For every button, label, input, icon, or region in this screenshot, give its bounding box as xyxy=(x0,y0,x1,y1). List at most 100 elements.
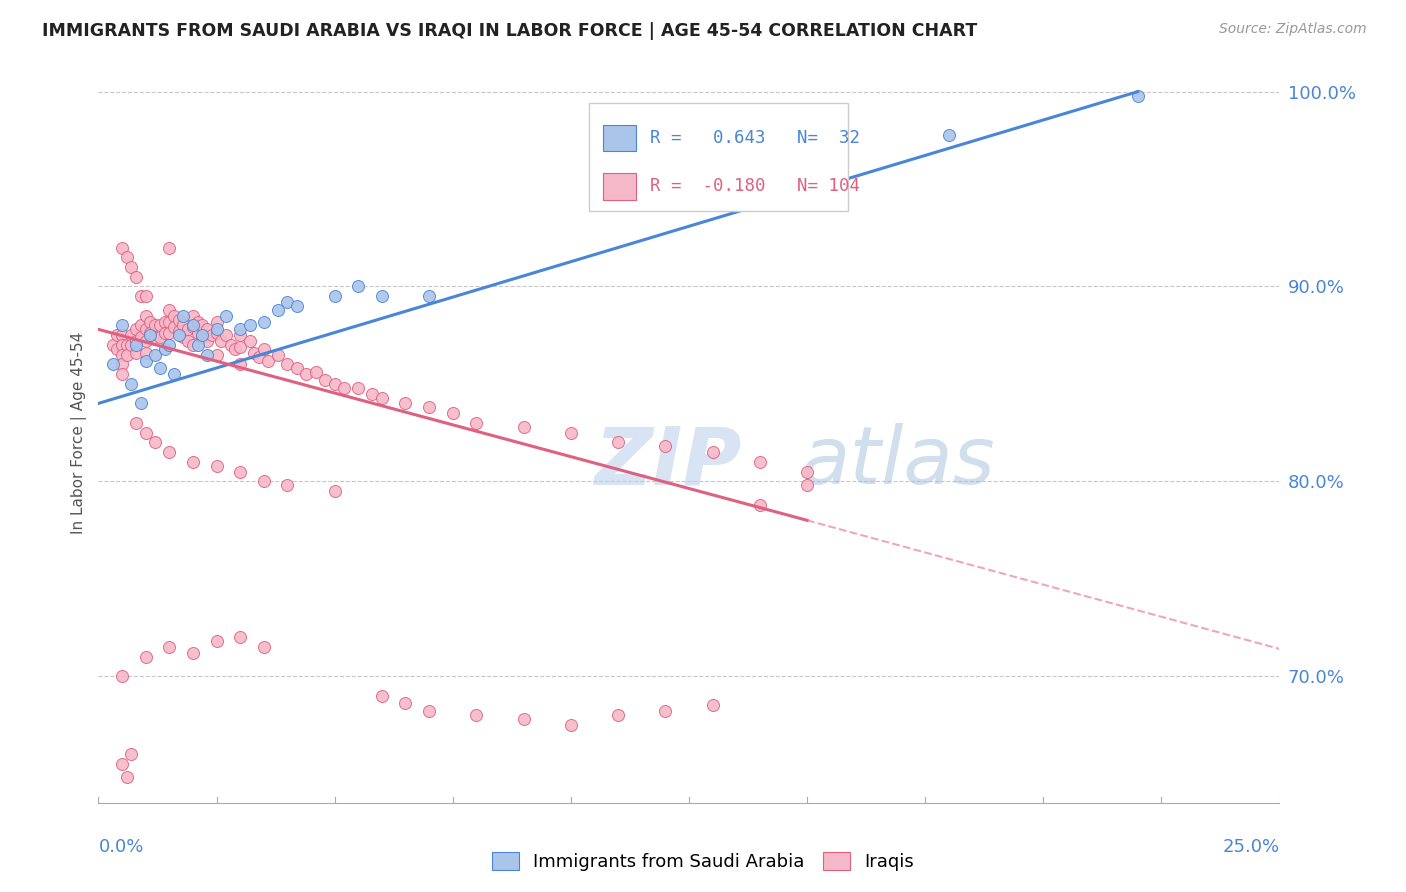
Point xyxy=(654,439,676,453)
Point xyxy=(748,455,770,469)
Point xyxy=(215,328,238,343)
Point xyxy=(172,318,194,333)
Point xyxy=(276,295,298,310)
Bar xyxy=(603,125,636,152)
Point xyxy=(111,338,134,352)
Point xyxy=(125,416,148,430)
Point xyxy=(157,302,180,317)
Point xyxy=(702,698,724,713)
Point xyxy=(394,697,416,711)
Point xyxy=(181,318,204,333)
Point xyxy=(135,309,157,323)
Point xyxy=(187,314,209,328)
Point xyxy=(267,348,290,362)
Legend: Immigrants from Saudi Arabia, Iraqis: Immigrants from Saudi Arabia, Iraqis xyxy=(485,845,921,879)
Point xyxy=(157,240,180,254)
Point xyxy=(253,342,276,356)
Point xyxy=(938,128,960,142)
Point xyxy=(257,353,280,368)
Point xyxy=(305,365,328,379)
Point xyxy=(181,309,204,323)
Point xyxy=(418,401,440,415)
Point xyxy=(101,358,124,372)
Point xyxy=(105,328,128,343)
Point xyxy=(229,322,252,336)
Point xyxy=(239,318,262,333)
Point xyxy=(172,309,194,323)
Point xyxy=(115,250,138,264)
Point xyxy=(748,498,770,512)
Point xyxy=(167,312,190,326)
Point xyxy=(111,240,134,254)
Point xyxy=(229,340,252,354)
Point xyxy=(205,322,228,336)
Point xyxy=(224,342,246,356)
Point xyxy=(157,314,180,328)
Point xyxy=(121,747,143,761)
Point xyxy=(418,289,440,303)
Point xyxy=(125,345,148,359)
Point xyxy=(285,361,308,376)
Text: R =  -0.180   N= 104: R = -0.180 N= 104 xyxy=(650,177,860,194)
Point xyxy=(139,328,162,343)
Point xyxy=(129,396,152,410)
Text: IMMIGRANTS FROM SAUDI ARABIA VS IRAQI IN LABOR FORCE | AGE 45-54 CORRELATION CHA: IMMIGRANTS FROM SAUDI ARABIA VS IRAQI IN… xyxy=(42,22,977,40)
Point xyxy=(143,318,166,333)
Point xyxy=(560,425,582,440)
Point xyxy=(135,345,157,359)
Point xyxy=(285,299,308,313)
Point xyxy=(167,328,190,343)
Point xyxy=(323,289,346,303)
Point xyxy=(465,708,488,723)
Point xyxy=(239,334,262,348)
Point xyxy=(394,396,416,410)
Point xyxy=(702,445,724,459)
Point xyxy=(796,465,818,479)
Point xyxy=(253,640,276,654)
Point xyxy=(191,318,214,333)
Text: 25.0%: 25.0% xyxy=(1222,838,1279,855)
Point xyxy=(247,350,270,364)
Point xyxy=(125,322,148,336)
Point xyxy=(115,348,138,362)
Point xyxy=(163,320,186,334)
Point xyxy=(191,330,214,344)
Point xyxy=(187,326,209,341)
Point xyxy=(163,367,186,381)
Point xyxy=(111,756,134,771)
Point xyxy=(135,649,157,664)
Point xyxy=(157,445,180,459)
Point xyxy=(111,328,134,343)
Point xyxy=(465,416,488,430)
Point xyxy=(347,279,370,293)
Point xyxy=(111,367,134,381)
Text: R =   0.643   N=  32: R = 0.643 N= 32 xyxy=(650,128,860,146)
Text: atlas: atlas xyxy=(801,423,995,501)
Point xyxy=(149,361,172,376)
Point xyxy=(181,320,204,334)
Point xyxy=(139,314,162,328)
Point xyxy=(323,376,346,391)
Point xyxy=(121,260,143,274)
Point xyxy=(139,326,162,341)
Point xyxy=(205,314,228,328)
Point xyxy=(195,322,218,336)
Point xyxy=(129,330,152,344)
Point xyxy=(149,318,172,333)
Point xyxy=(153,342,176,356)
Point xyxy=(253,475,276,489)
Point xyxy=(512,712,534,726)
Point xyxy=(253,314,276,328)
Point xyxy=(105,342,128,356)
Point xyxy=(205,458,228,473)
Point xyxy=(205,634,228,648)
Point xyxy=(135,289,157,303)
Point xyxy=(149,330,172,344)
Point xyxy=(560,718,582,732)
Point xyxy=(167,324,190,338)
Point xyxy=(129,318,152,333)
Point xyxy=(163,309,186,323)
Point xyxy=(607,435,630,450)
Point xyxy=(135,353,157,368)
Point xyxy=(115,771,138,785)
